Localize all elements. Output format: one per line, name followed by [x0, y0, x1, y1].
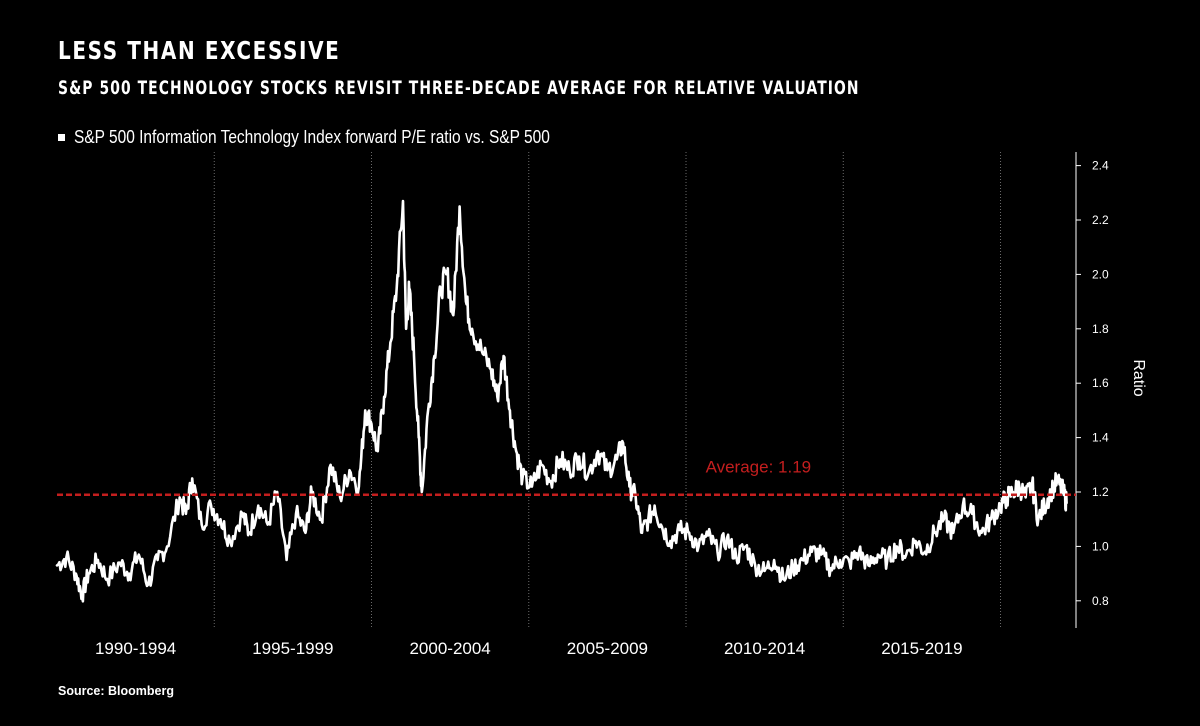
- series-line-it-pe-ratio: [55, 199, 1068, 603]
- source-note: Source: Bloomberg: [58, 684, 174, 698]
- x-period-label-1995-1999: 1995-1999: [252, 639, 333, 658]
- y-tick-label-1.2: 1.2: [1092, 485, 1109, 499]
- legend: S&P 500 Information Technology Index for…: [58, 126, 627, 148]
- x-period-label-2010-2014: 2010-2014: [724, 639, 805, 658]
- y-tick-label-2.0: 2.0: [1092, 267, 1109, 281]
- legend-swatch: [58, 133, 65, 141]
- gridlines: [213, 152, 1002, 628]
- y-axis: 0.8 1.0 1.2 1.4 1.6 1.8 2.0 2.2 2.4: [1075, 152, 1109, 628]
- x-period-label-2000-2004: 2000-2004: [409, 639, 490, 658]
- average-label: Average: 1.19: [706, 458, 812, 477]
- chart-subtitle: S&P 500 TECHNOLOGY STOCKS REVISIT THREE-…: [58, 77, 860, 99]
- x-period-label-1990-1994: 1990-1994: [95, 639, 176, 658]
- y-tick-label-1.0: 1.0: [1092, 539, 1109, 553]
- x-period-label-2005-2009: 2005-2009: [567, 639, 648, 658]
- y-tick-label-1.6: 1.6: [1092, 376, 1109, 390]
- y-tick-label-1.4: 1.4: [1092, 431, 1109, 445]
- y-tick-label-0.8: 0.8: [1092, 594, 1109, 608]
- y-tick-label-2.2: 2.2: [1092, 213, 1109, 227]
- y-tick-label-2.4: 2.4: [1092, 159, 1109, 173]
- x-axis-labels: 1990-1994 1995-1999 2000-2004 2005-2009 2010…: [95, 639, 963, 658]
- y-tick-label-1.8: 1.8: [1092, 322, 1109, 336]
- legend-label: S&P 500 Information Technology Index for…: [74, 127, 550, 147]
- chart-title: LESS THAN EXCESSIVE: [58, 36, 341, 65]
- x-period-label-2015-2019: 2015-2019: [881, 639, 962, 658]
- y-axis-title: Ratio: [1130, 359, 1147, 396]
